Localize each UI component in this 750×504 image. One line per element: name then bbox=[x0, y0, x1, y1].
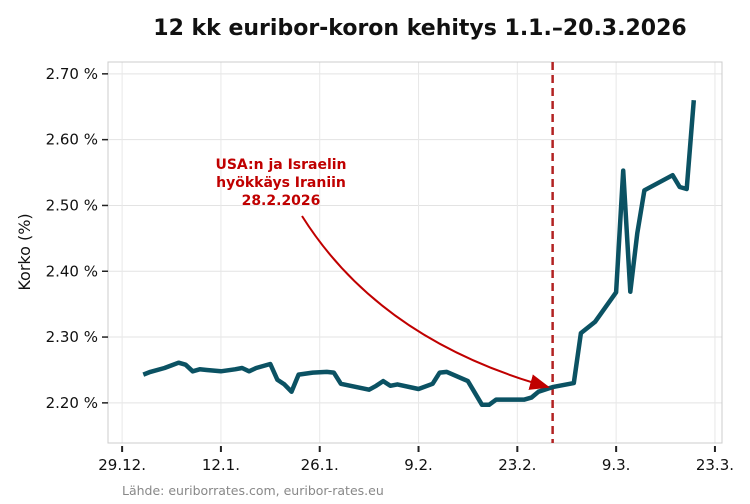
chart-title: 12 kk euribor-koron kehitys 1.1.–20.3.20… bbox=[153, 16, 686, 41]
x-tick-label: 23.3. bbox=[696, 456, 734, 474]
y-tick-label: 2.70 % bbox=[46, 65, 98, 83]
source-note: Lähde: euriborrates.com, euribor-rates.e… bbox=[122, 483, 384, 498]
x-tick-label: 9.2. bbox=[404, 456, 433, 474]
y-axis: 2.20 % 2.30 % 2.40 % 2.50 % 2.60 % 2.70 % bbox=[46, 65, 108, 412]
y-tick-label: 2.60 % bbox=[46, 131, 98, 149]
annotation-arrow bbox=[302, 216, 548, 387]
x-tick-label: 9.3. bbox=[602, 456, 631, 474]
y-tick-label: 2.40 % bbox=[46, 262, 98, 280]
annotation-line-3: 28.2.2026 bbox=[242, 193, 321, 209]
y-tick-label: 2.20 % bbox=[46, 394, 98, 412]
x-tick-label: 29.12. bbox=[98, 456, 146, 474]
x-axis: 29.12. 12.1. 26.1. 9.2. 23.2. 9.3. 23.3. bbox=[98, 446, 734, 474]
y-tick-label: 2.30 % bbox=[46, 328, 98, 346]
x-tick-label: 26.1. bbox=[301, 456, 339, 474]
annotation-line-1: USA:n ja Israelin bbox=[215, 157, 346, 173]
x-tick-label: 23.2. bbox=[498, 456, 536, 474]
y-tick-label: 2.50 % bbox=[46, 196, 98, 214]
annotation-line-2: hyökkäys Iraniin bbox=[216, 175, 346, 191]
y-axis-label: Korko (%) bbox=[15, 213, 34, 290]
annotation: USA:n ja Israelin hyökkäys Iraniin 28.2.… bbox=[215, 157, 346, 209]
x-tick-label: 12.1. bbox=[202, 456, 240, 474]
